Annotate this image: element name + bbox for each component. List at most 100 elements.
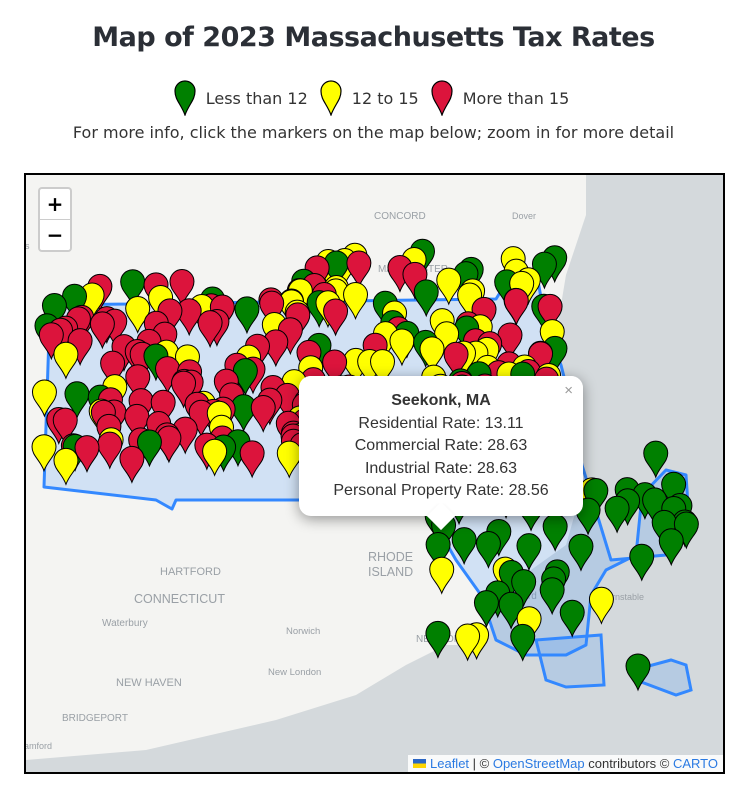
town-popup: × Seekonk, MA Residential Rate: 13.11 Co… [299, 376, 583, 531]
place-label: NEW HAVEN [116, 677, 182, 689]
red-marker[interactable] [323, 298, 349, 337]
yellow-marker[interactable] [436, 267, 462, 306]
red-marker[interactable] [150, 389, 176, 428]
yellow-marker[interactable] [429, 556, 455, 595]
green-marker[interactable] [231, 394, 257, 433]
popup-personal-property-rate: Personal Property Rate: 28.56 [333, 482, 549, 499]
green-marker[interactable] [658, 528, 684, 567]
place-label: HARTFORD [160, 566, 221, 578]
legend-label: Less than 12 [205, 88, 308, 108]
red-marker[interactable] [171, 370, 197, 409]
green-marker[interactable] [120, 269, 146, 308]
green-marker[interactable] [413, 279, 439, 318]
green-marker[interactable] [511, 569, 537, 608]
attribution-separator: | © [469, 756, 493, 771]
place-label: Dover [512, 211, 536, 221]
place-label: BRIDGEPORT [62, 713, 128, 724]
legend-item-mid: 12 to 15 [320, 80, 419, 116]
red-marker[interactable] [52, 407, 78, 446]
green-marker[interactable] [643, 440, 669, 479]
green-marker[interactable] [234, 296, 260, 335]
yellow-marker[interactable] [455, 623, 481, 662]
green-marker[interactable] [510, 623, 536, 662]
red-marker-icon [431, 80, 453, 116]
ukraine-flag-icon [413, 759, 426, 768]
red-marker[interactable] [119, 445, 145, 484]
yellow-marker[interactable] [53, 447, 79, 486]
place-label: New London [268, 667, 321, 678]
attribution: Leaflet | © OpenStreetMap contributors ©… [408, 755, 723, 772]
yellow-marker[interactable] [31, 434, 57, 473]
legend: Less than 12 12 to 15 More than 15 [0, 80, 747, 116]
red-marker[interactable] [89, 311, 115, 350]
place-label: CONCORD [374, 211, 426, 222]
red-marker[interactable] [322, 349, 348, 388]
red-marker[interactable] [443, 341, 469, 380]
popup-close-button[interactable]: × [564, 382, 573, 399]
green-marker[interactable] [559, 599, 585, 638]
yellow-marker-icon [320, 80, 342, 116]
green-marker[interactable] [516, 533, 542, 572]
red-marker[interactable] [537, 293, 563, 332]
zoom-out-button[interactable]: − [40, 219, 70, 250]
carto-link[interactable]: CARTO [672, 756, 718, 771]
green-marker[interactable] [475, 530, 501, 569]
red-marker[interactable] [169, 269, 195, 307]
yellow-marker[interactable] [31, 379, 57, 418]
green-marker[interactable] [625, 653, 651, 692]
popup-industrial-rate: Industrial Rate: 28.63 [364, 459, 518, 477]
map[interactable]: CONCORDDoverMANCHESTERHARTFORDCONNECTICU… [24, 173, 725, 774]
red-marker[interactable] [125, 364, 151, 403]
marthas-vineyard-boundary [534, 633, 606, 689]
popup-residential-rate: Residential Rate: 13.11 [358, 414, 524, 432]
leaflet-link[interactable]: Leaflet [430, 756, 470, 771]
page-title: Map of 2023 Massachusetts Tax Rates [92, 22, 655, 53]
red-marker[interactable] [503, 288, 529, 326]
zoom-control: + − [38, 187, 72, 252]
place-label: RHODE [368, 550, 413, 564]
place-label: amford [26, 741, 52, 751]
attribution-contributors: contributors © [584, 756, 673, 771]
red-marker[interactable] [239, 440, 265, 479]
yellow-marker[interactable] [202, 438, 228, 477]
green-marker[interactable] [64, 381, 90, 420]
yellow-marker[interactable] [370, 349, 396, 388]
green-marker[interactable] [473, 590, 499, 629]
green-marker[interactable] [425, 620, 451, 659]
legend-label: More than 15 [462, 88, 570, 108]
red-marker[interactable] [250, 394, 276, 433]
yellow-marker[interactable] [588, 586, 614, 625]
yellow-marker[interactable] [276, 440, 302, 479]
ocean [26, 175, 723, 772]
green-marker[interactable] [451, 527, 477, 566]
place-label: Barnstable [601, 592, 644, 602]
green-marker[interactable] [425, 532, 451, 570]
legend-item-high: More than 15 [431, 80, 570, 116]
place-label: ISLAND [368, 565, 413, 579]
legend-item-low: Less than 12 [174, 80, 308, 116]
green-marker[interactable] [539, 577, 565, 616]
yellow-marker[interactable] [53, 341, 79, 380]
green-marker[interactable] [604, 495, 630, 534]
osm-link[interactable]: OpenStreetMap [492, 756, 585, 771]
zoom-in-button[interactable]: + [46, 192, 64, 216]
green-marker-icon [174, 80, 196, 116]
yellow-marker[interactable] [343, 282, 369, 321]
popup-town-name: Seekonk, MA [391, 392, 491, 409]
green-marker[interactable] [568, 533, 594, 572]
place-label: Waterbury [102, 618, 148, 629]
place-label: CONNECTICUT [134, 592, 225, 606]
yellow-marker[interactable] [389, 328, 415, 367]
red-marker[interactable] [259, 290, 285, 329]
red-marker[interactable] [100, 350, 126, 389]
place-label: Norwich [286, 626, 320, 637]
yellow-marker[interactable] [419, 336, 445, 375]
red-marker[interactable] [197, 310, 223, 349]
green-marker[interactable] [629, 543, 655, 582]
red-marker[interactable] [346, 250, 372, 289]
red-marker[interactable] [124, 403, 150, 442]
place-label: gs [26, 241, 30, 251]
popup-commercial-rate: Commercial Rate: 28.63 [354, 437, 528, 454]
instructions-note: For more info, click the markers on the … [72, 123, 675, 142]
red-marker[interactable] [97, 431, 123, 470]
